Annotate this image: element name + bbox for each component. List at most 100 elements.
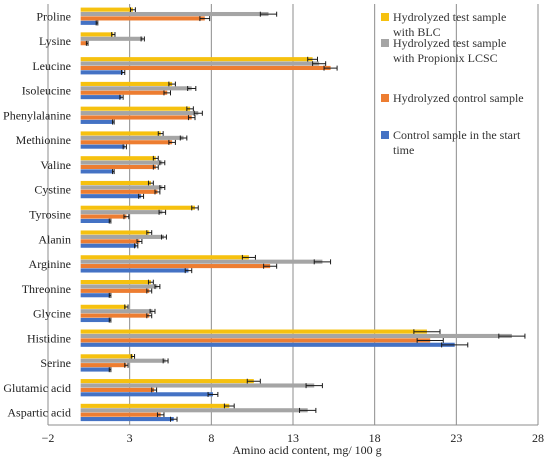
- x-tick-label: 13: [287, 431, 299, 445]
- error-bar: [413, 329, 441, 335]
- error-bar: [157, 131, 164, 137]
- bar: [80, 309, 153, 314]
- error-bar: [193, 110, 203, 116]
- error-bar: [158, 209, 167, 215]
- x-tick-labels: −2 3 8 13 18 23 28: [42, 431, 544, 445]
- error-bar: [323, 65, 338, 71]
- category-label: Histidine: [27, 331, 71, 345]
- error-bar: [246, 378, 261, 384]
- error-bar: [307, 56, 318, 62]
- legend-swatch: [381, 39, 389, 47]
- error-bar: [108, 218, 112, 224]
- error-bar: [223, 403, 235, 409]
- error-bar: [124, 362, 129, 368]
- bar: [80, 383, 315, 388]
- error-bar: [305, 383, 323, 389]
- error-bar: [312, 61, 327, 67]
- bar: [80, 293, 111, 298]
- x-tick-label: 8: [208, 431, 214, 445]
- error-bar: [163, 90, 171, 96]
- bar: [80, 86, 192, 91]
- bar: [80, 243, 137, 248]
- error-bar: [122, 144, 127, 150]
- error-bar: [186, 106, 194, 112]
- legend-label: Hydrolyzed control sample: [393, 91, 524, 105]
- bar: [80, 160, 163, 165]
- error-bar: [85, 40, 89, 46]
- error-bar: [159, 185, 166, 191]
- bar: [80, 106, 191, 111]
- error-bar: [147, 279, 154, 285]
- error-bar: [441, 342, 469, 348]
- bar: [80, 259, 323, 264]
- bar: [80, 412, 161, 417]
- category-label: Aspartic acid: [7, 406, 71, 420]
- error-bar: [416, 338, 444, 344]
- error-bar: [498, 333, 526, 339]
- bar: [80, 313, 150, 318]
- x-tick-label: 18: [369, 431, 381, 445]
- error-bar: [140, 36, 145, 42]
- legend: Hydrolyzed test sample with BLC Hydrolyzed…: [381, 10, 524, 157]
- bar: [80, 268, 189, 273]
- error-bar: [241, 254, 256, 260]
- bar: [80, 70, 124, 75]
- error-bar: [146, 313, 153, 319]
- error-bar: [108, 292, 112, 298]
- error-bar: [136, 238, 143, 244]
- bar: [80, 342, 455, 347]
- error-bar: [159, 160, 166, 166]
- bars: [80, 7, 526, 422]
- bar: [80, 90, 168, 95]
- bar: [80, 417, 174, 422]
- category-label: Alanin: [38, 232, 71, 246]
- error-bar: [187, 85, 197, 91]
- bar: [80, 279, 151, 285]
- error-bar: [299, 407, 317, 413]
- x-tick-label: −2: [42, 431, 55, 445]
- bar: [80, 239, 140, 244]
- bar: [80, 185, 163, 190]
- category-labels: Proline Lysine Leucine Isoleucine Phenylalan…: [3, 9, 71, 419]
- x-tick-label: 3: [127, 431, 133, 445]
- category-label: Isoleucine: [22, 84, 71, 98]
- error-bar: [151, 387, 158, 393]
- bar: [80, 255, 249, 260]
- error-bar: [123, 214, 130, 220]
- x-axis-title: Amino acid content, mg/ 100 g: [232, 443, 381, 457]
- legend-swatch: [381, 13, 389, 21]
- bar: [80, 65, 331, 71]
- bar: [80, 119, 114, 124]
- error-bar: [263, 263, 278, 269]
- legend-label: Hydrolyzed test sample with BLC: [393, 10, 506, 39]
- error-bar: [152, 155, 159, 161]
- bar: [80, 329, 427, 334]
- bar: [80, 288, 150, 293]
- bar: [80, 387, 155, 392]
- bar: [80, 230, 150, 235]
- error-bar: [147, 180, 154, 186]
- bar: [80, 363, 127, 368]
- category-label: Glycine: [33, 307, 71, 321]
- category-label: Tyrosine: [29, 208, 71, 222]
- bar: [80, 32, 114, 37]
- error-bar: [199, 16, 211, 22]
- category-label: Glutamic acid: [3, 381, 71, 395]
- bar: [80, 218, 111, 223]
- bar: [80, 131, 161, 136]
- legend-label: Control sample in the start time: [393, 128, 521, 157]
- bar: [80, 16, 205, 21]
- legend-swatch: [381, 94, 389, 102]
- error-bar: [156, 412, 165, 418]
- bar: [80, 205, 195, 210]
- error-bar: [207, 391, 219, 397]
- error-bar: [108, 367, 112, 373]
- bar: [80, 144, 125, 149]
- bar: [80, 284, 158, 289]
- bar: [80, 180, 151, 186]
- bar: [80, 11, 269, 17]
- error-bar: [119, 94, 124, 100]
- error-bar: [111, 32, 116, 38]
- error-bar: [146, 230, 153, 236]
- error-bar: [259, 11, 278, 17]
